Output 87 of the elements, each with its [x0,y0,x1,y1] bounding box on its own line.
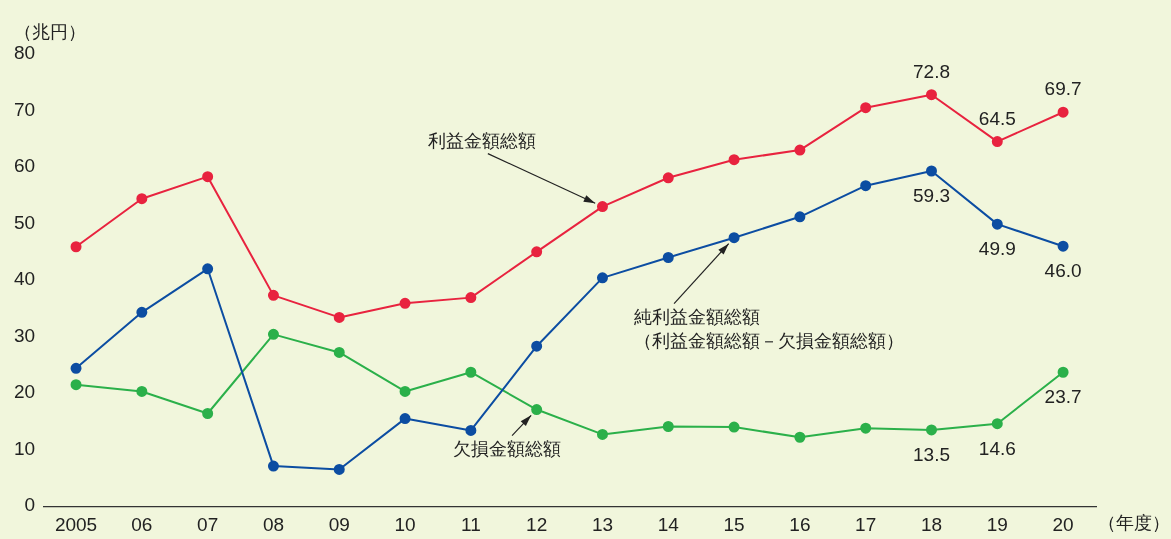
x-tick-label: 09 [328,513,350,535]
point [267,460,279,472]
series-label: 欠損金額総額 [452,438,561,459]
x-tick-label: 12 [526,513,548,535]
data-label: 46.0 [1044,260,1082,282]
point [333,346,345,358]
point [991,418,1003,430]
point [465,424,477,436]
data-label: 64.5 [978,107,1016,129]
x-tick-label: 14 [657,513,680,535]
x-tick-label: 17 [855,513,877,535]
y-tick-label: 70 [13,98,36,120]
point [70,362,82,374]
point [794,144,806,156]
y-tick-label: 20 [13,381,36,403]
data-label: 59.3 [913,185,950,207]
point [202,263,214,275]
point [267,289,279,301]
point [399,385,411,397]
point [1057,366,1069,378]
point [70,241,82,253]
x-tick-label: 13 [591,513,614,535]
x-tick-label: 19 [986,513,1008,535]
x-tick-label: 16 [789,513,811,535]
point [728,232,740,244]
y-tick-label: 10 [13,437,36,459]
point [136,306,148,318]
x-tick-label: 20 [1052,513,1074,535]
point [531,246,543,258]
point [333,311,345,323]
point [925,89,937,101]
point [531,404,543,416]
point [728,421,740,433]
data-label: 69.7 [1044,78,1082,100]
point [1057,106,1069,118]
x-tick-label: 18 [920,513,943,535]
point [596,272,608,284]
x-tick-label: 08 [262,513,285,535]
point [794,431,806,443]
point [991,136,1003,148]
point [925,424,937,436]
point [662,421,674,432]
x-axis-title: （年度） [1098,512,1170,533]
point [399,413,411,425]
y-tick-label: 30 [13,324,36,346]
point [202,408,214,419]
x-tick-label: 11 [460,513,481,535]
data-label: 23.7 [1044,386,1082,408]
text: 純利益金額総額（利益金額総額－欠損金額総額） [634,306,905,351]
data-label: 14.6 [978,437,1016,459]
point [465,366,477,378]
y-tick-label: 60 [13,155,36,177]
point [662,251,674,263]
point [596,428,608,440]
point [596,201,608,213]
point [70,379,82,391]
y-axis-title: （兆円） [14,21,86,42]
y-tick-label: 80 [13,42,36,64]
y-tick-label: 0 [24,494,36,516]
point [136,385,148,397]
point [860,422,872,434]
point [860,102,872,114]
point [728,154,740,166]
x-tick-label: 07 [197,513,219,535]
x-tick-label: 06 [131,513,153,535]
x-tick-label: 2005 [54,513,98,535]
point [925,165,937,177]
data-label: 13.5 [913,444,950,466]
y-tick-label: 50 [13,211,36,233]
text: 利益金額総額 [428,130,537,151]
y-tick-label: 40 [13,268,36,290]
point [202,171,214,183]
point [465,292,477,304]
point [860,180,872,192]
x-tick-label: 10 [394,513,416,535]
point [136,193,148,205]
point [662,172,674,184]
point [1057,240,1069,252]
point [267,328,279,340]
data-label: 49.9 [978,238,1016,260]
point [531,340,543,352]
x-tick-label: 15 [723,513,745,535]
point [794,211,806,223]
data-label: 72.8 [913,60,950,82]
point [991,218,1003,230]
point [399,297,411,309]
point [333,463,345,475]
